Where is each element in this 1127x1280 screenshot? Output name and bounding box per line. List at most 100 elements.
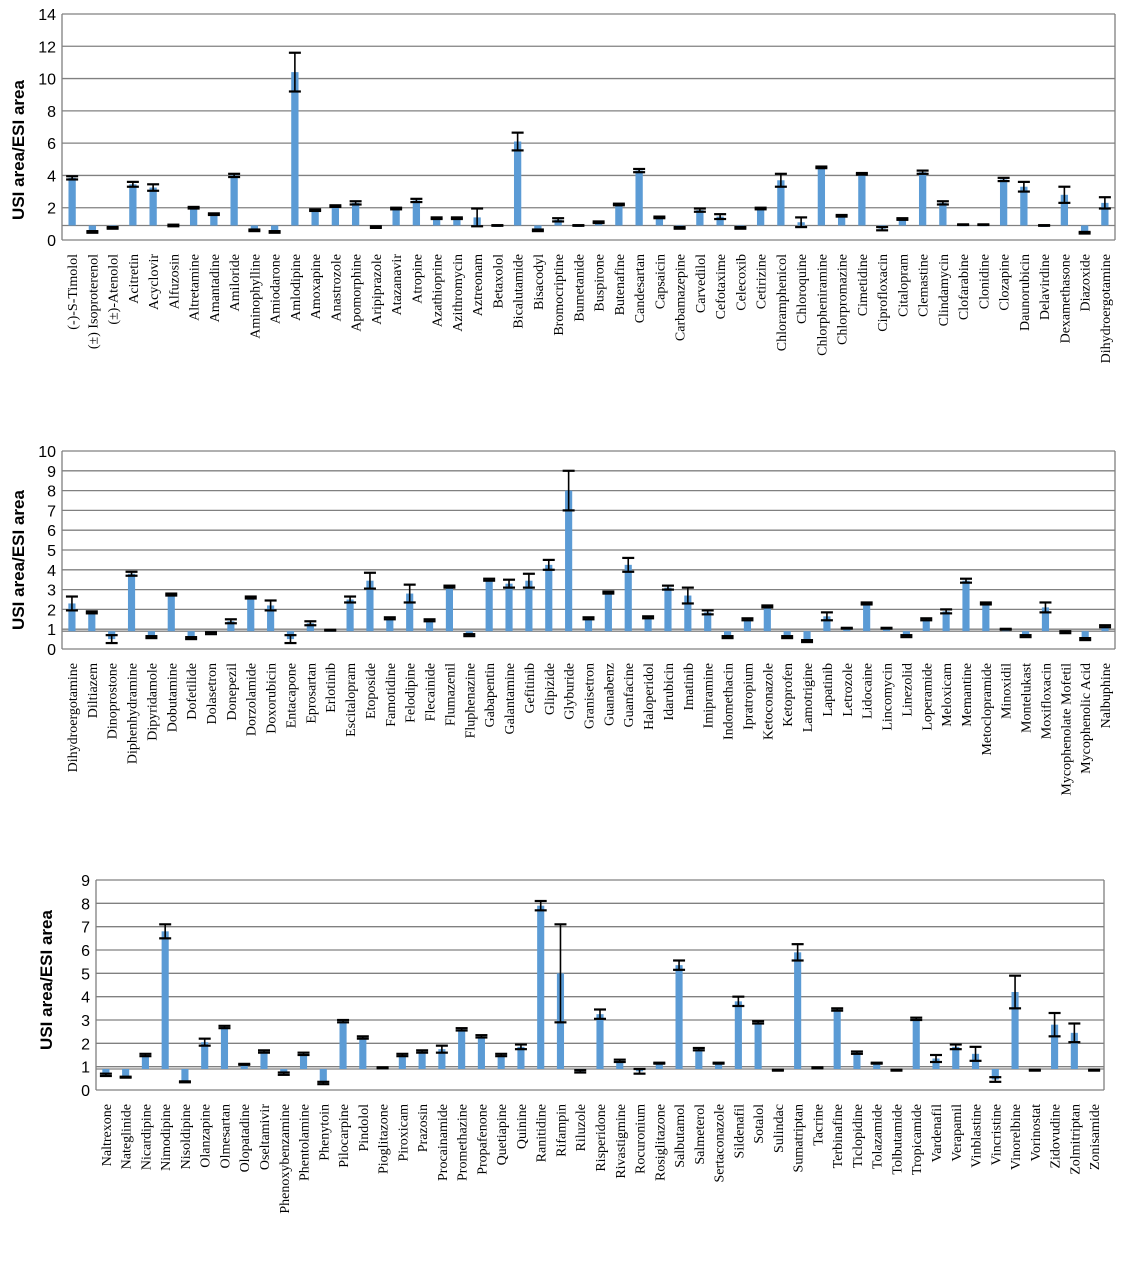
category-label: Dobutamine <box>165 663 180 732</box>
bar <box>181 1069 189 1082</box>
category-label: Salmeterol <box>693 1104 708 1165</box>
bar <box>817 167 826 226</box>
category-label: Linezolid <box>900 663 915 717</box>
y-tick-label: 0 <box>47 233 56 250</box>
bar <box>331 206 340 226</box>
bar <box>616 1060 624 1069</box>
category-label: Meloxicam <box>940 663 955 727</box>
bar <box>267 605 275 632</box>
bar <box>675 965 683 1069</box>
bar <box>270 225 279 232</box>
bar <box>1101 202 1109 226</box>
bar <box>147 631 155 638</box>
category-label: Tolbutamide <box>890 1104 905 1175</box>
category-label: Cimetidine <box>856 254 871 316</box>
bar <box>952 1046 960 1069</box>
category-label: Felodipine <box>404 663 419 723</box>
bar <box>1041 607 1050 632</box>
category-label: Anastrozole <box>329 254 344 322</box>
category-label: Clonidine <box>977 254 992 309</box>
y-tick-label: 4 <box>81 990 90 1007</box>
category-label: Bisacodyl <box>532 254 547 310</box>
category-label: Sulindac <box>772 1104 787 1153</box>
y-tick-label: 10 <box>38 72 56 89</box>
bar <box>898 219 907 226</box>
category-label: Quetiapine <box>495 1104 510 1165</box>
category-label: Amiodarone <box>269 254 284 324</box>
category-label: Diphenhydramine <box>126 663 141 764</box>
category-label: Memantine <box>960 663 975 727</box>
category-label: Dexamethasone <box>1058 254 1073 343</box>
bar <box>554 219 562 226</box>
bar <box>210 214 218 226</box>
category-label: Fluphenazine <box>463 663 478 738</box>
bar <box>351 202 360 226</box>
bar <box>922 619 930 632</box>
category-label: Aztreonam <box>471 254 486 316</box>
category-label: Clozapine <box>998 254 1013 311</box>
category-label: Amiloride <box>228 254 243 312</box>
y-axis-title: USI area/ESI area <box>9 80 28 220</box>
bar <box>837 215 846 226</box>
y-tick-label: 14 <box>38 7 56 24</box>
bar <box>918 172 927 226</box>
bar <box>167 594 175 632</box>
bar <box>644 617 652 632</box>
category-label: Clofarabine <box>957 254 972 320</box>
bar <box>734 1001 742 1069</box>
category-label: Chloroquine <box>795 254 810 324</box>
bar <box>306 623 314 632</box>
y-tick-label: 8 <box>47 484 56 501</box>
bar <box>777 180 785 226</box>
category-label: Famotidine <box>384 663 399 727</box>
category-label: Citalopram <box>896 254 911 317</box>
category-label: Imipramine <box>702 663 717 728</box>
category-label: Cetirizine <box>755 254 770 309</box>
y-tick-label: 7 <box>81 920 90 937</box>
bar <box>412 200 421 226</box>
category-label: Sertaconazole <box>713 1104 728 1183</box>
category-label: Aripiprazole <box>370 254 385 325</box>
bar <box>88 612 96 632</box>
category-label: Sotalol <box>752 1104 767 1144</box>
bar <box>141 1055 149 1069</box>
category-label: Procainamide <box>436 1104 451 1181</box>
y-tick-label: 3 <box>47 583 56 600</box>
bar <box>280 1069 288 1074</box>
bar <box>902 631 910 637</box>
y-tick-label: 0 <box>81 1083 90 1100</box>
bar <box>858 173 866 226</box>
category-label: Nateglinide <box>120 1104 135 1169</box>
bar <box>635 170 643 226</box>
category-label: Loperamide <box>920 663 935 731</box>
bar <box>584 618 593 632</box>
category-label: Azithromycin <box>451 254 466 332</box>
bar <box>1080 225 1089 233</box>
category-label: Gefitinib <box>523 663 538 714</box>
bar <box>596 1014 604 1069</box>
bar <box>723 631 732 638</box>
bar <box>477 1036 485 1069</box>
category-label: Capsaicin <box>653 254 668 309</box>
category-label: (±) Isoproterenol <box>86 254 101 349</box>
category-label: Doxorubicin <box>265 663 280 734</box>
category-label: Nimodipine <box>159 1104 174 1171</box>
category-label: Riluzole <box>574 1104 589 1151</box>
bar <box>1022 631 1030 637</box>
category-label: Oseltamivir <box>258 1104 273 1170</box>
category-label: Amlodipine <box>289 254 304 321</box>
category-label: Tacrine <box>811 1104 826 1146</box>
bar <box>873 1063 881 1069</box>
category-label: Clindamycin <box>937 254 952 326</box>
y-tick-label: 8 <box>47 104 56 121</box>
bar <box>339 1021 347 1069</box>
bar <box>517 1046 525 1069</box>
category-label: Glipizide <box>543 663 558 715</box>
category-label: Chlorpromazine <box>836 254 851 345</box>
category-label: Vorinostat <box>1029 1104 1044 1161</box>
category-label: Pindolol <box>357 1104 372 1152</box>
category-label: Ketoprofen <box>781 663 796 727</box>
category-label: Naltrexone <box>100 1104 115 1166</box>
y-tick-label: 5 <box>47 543 56 560</box>
bar <box>1101 626 1109 632</box>
